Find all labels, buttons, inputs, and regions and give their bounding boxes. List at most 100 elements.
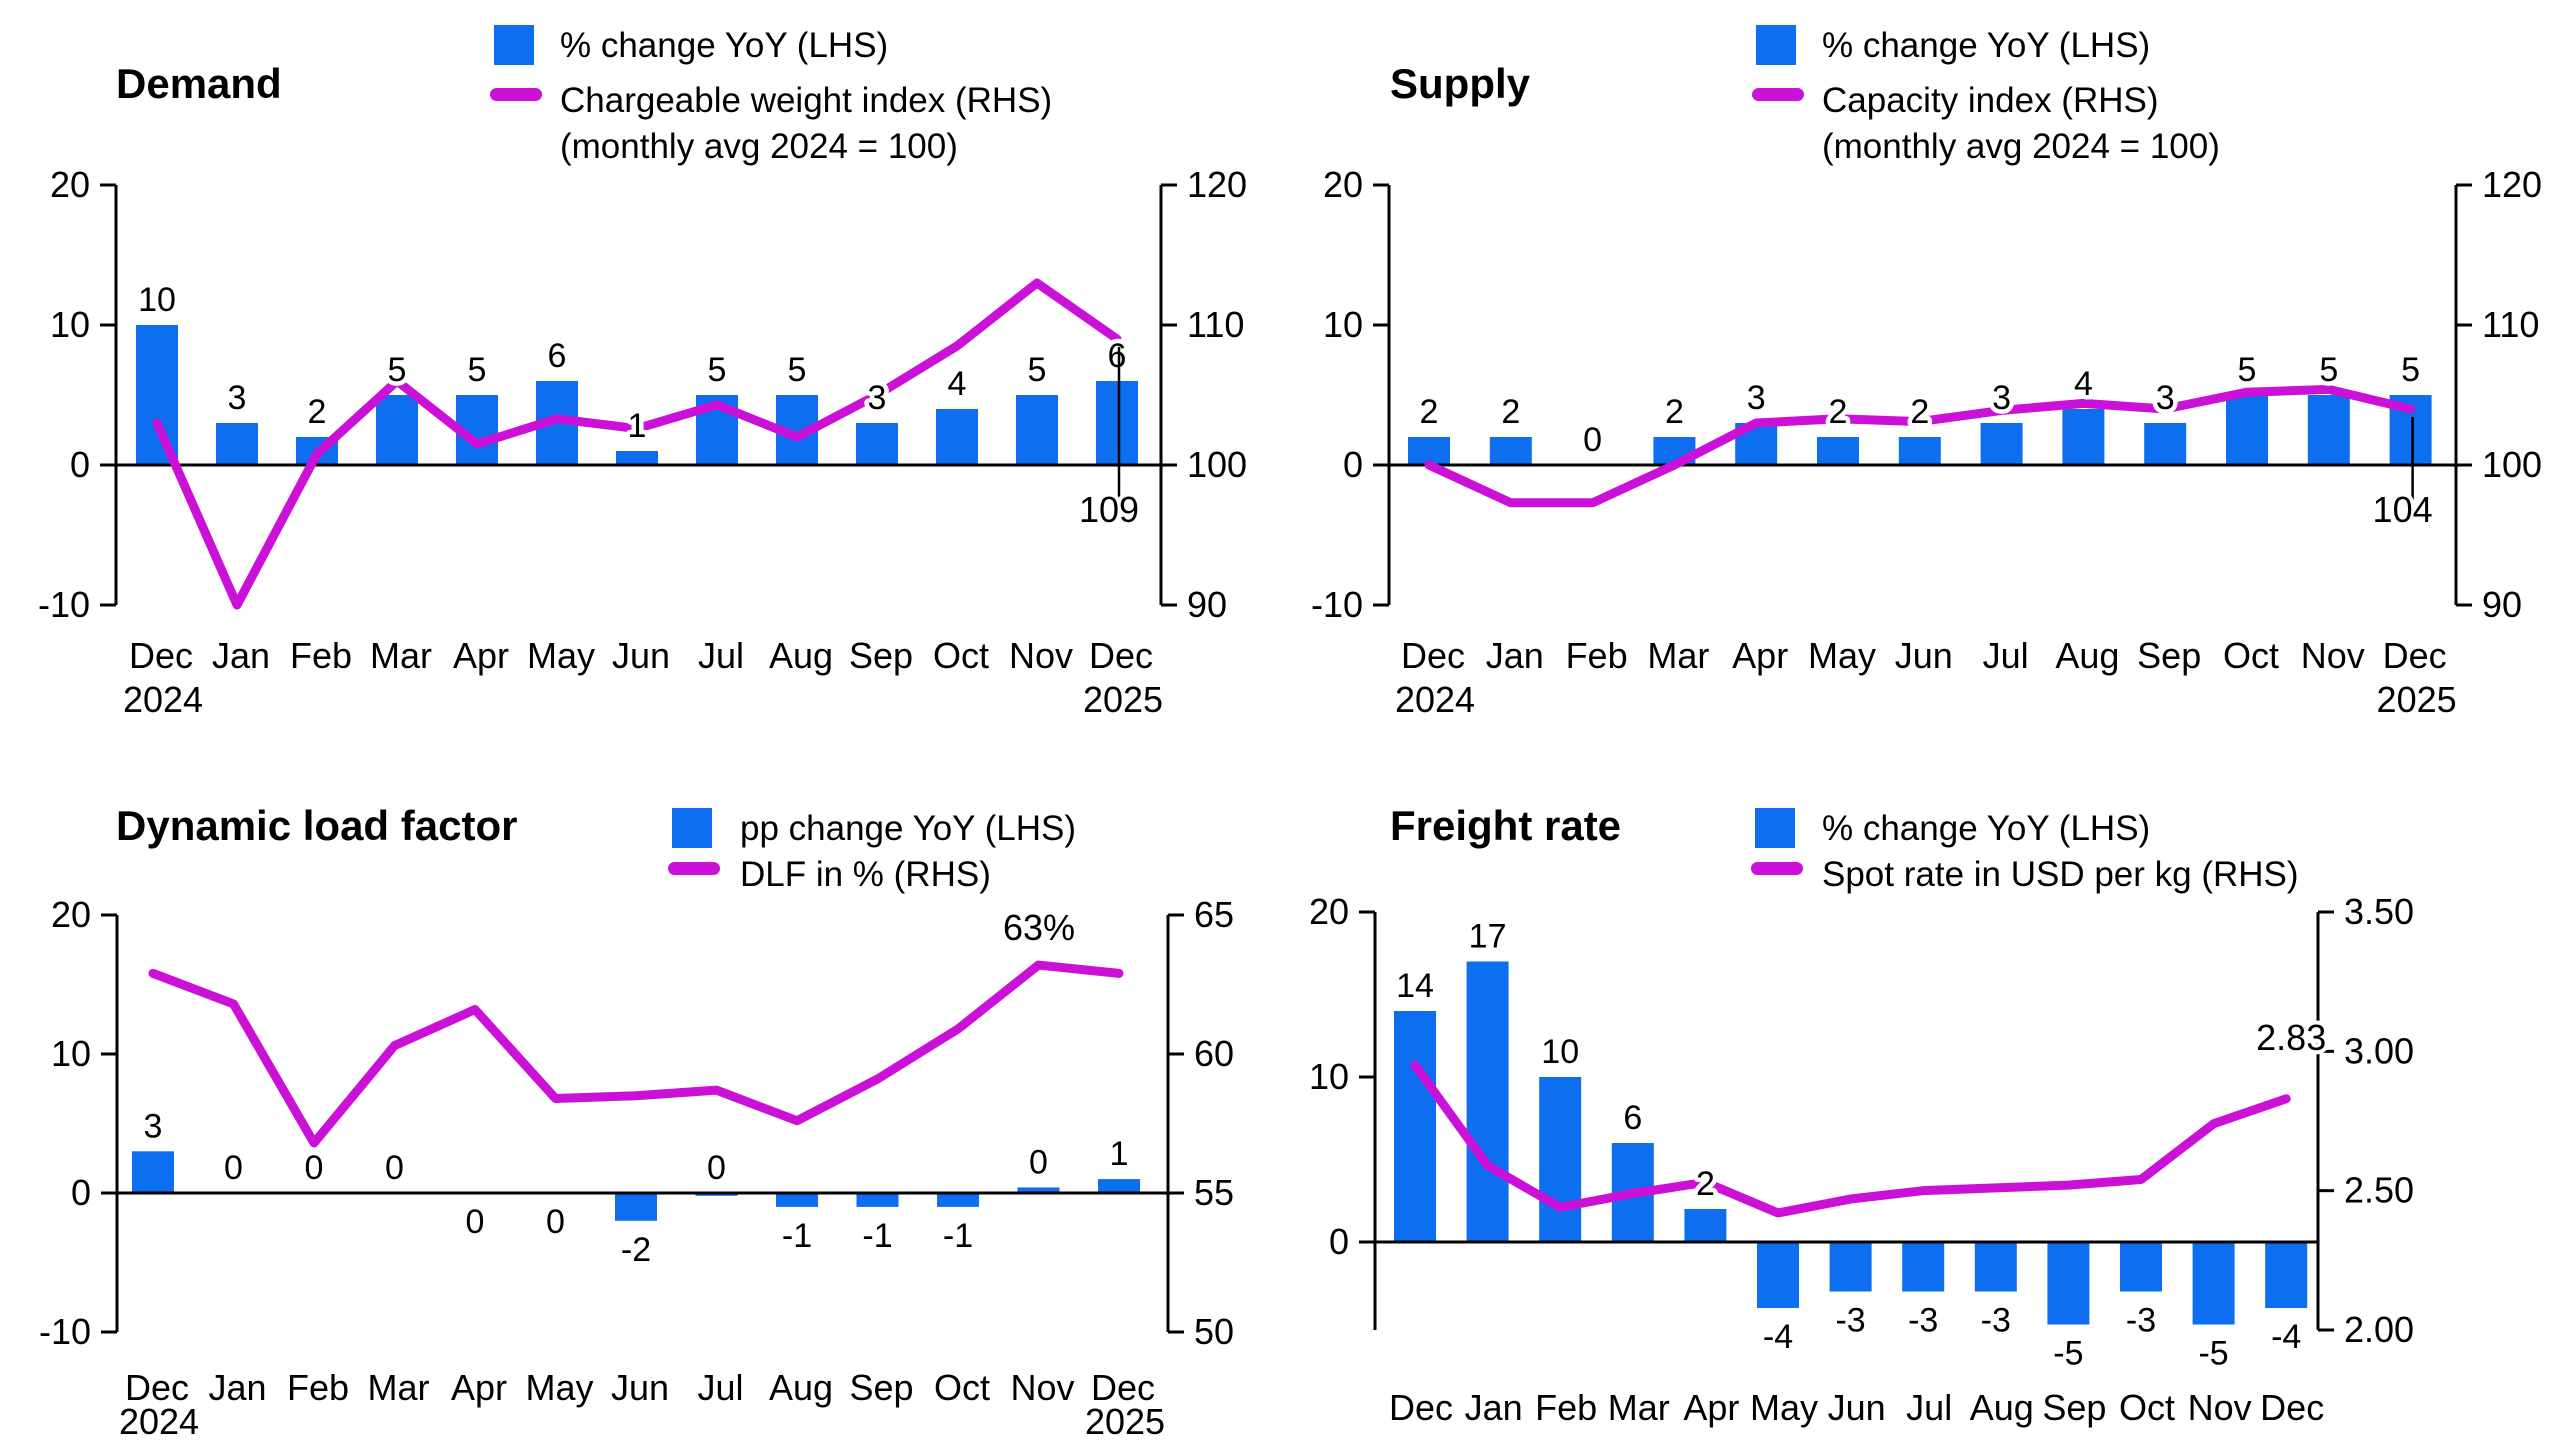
bar-label: 2 <box>1829 393 1848 431</box>
bar-label: 2 <box>308 393 327 431</box>
bar-label: 1 <box>1110 1135 1129 1173</box>
legend-line-label-2: (monthly avg 2024 = 100) <box>560 127 958 166</box>
rhs-tick-label: 110 <box>2482 304 2539 345</box>
bar-label: 0 <box>707 1149 726 1187</box>
bar-label: 10 <box>1541 1033 1579 1071</box>
line-series <box>152 278 1122 610</box>
x-label-year-end: 2025 <box>1083 679 1163 720</box>
line-series <box>1410 1060 2291 1218</box>
legend-line-swatch <box>668 862 720 875</box>
bar-dec-12 <box>2265 1242 2308 1308</box>
bar-oct-10 <box>2120 1242 2162 1292</box>
bar-label: 3 <box>868 379 887 417</box>
bar-label: 3 <box>1992 379 2011 417</box>
chart-title: Demand <box>116 60 282 107</box>
x-label-month: Aug <box>1970 1387 2034 1428</box>
x-label-month: Aug <box>2055 635 2119 676</box>
x-label-month: Nov <box>1010 1367 1074 1408</box>
bar-jun-6 <box>1898 437 1941 465</box>
rhs-tick-label: 50 <box>1194 1311 1234 1352</box>
bar-jun-6 <box>615 1193 657 1221</box>
rhs-tick-label: 90 <box>1187 584 1227 625</box>
chart-title: Dynamic load factor <box>116 802 517 849</box>
bar-label: 4 <box>2074 365 2093 403</box>
x-label-month: Oct <box>2223 635 2279 676</box>
callout-label: 63% <box>1003 907 1075 948</box>
legend-bar-label: pp change YoY (LHS) <box>740 809 1076 848</box>
bar-label: -4 <box>2271 1318 2301 1356</box>
lhs-tick-label: -10 <box>1311 584 1363 625</box>
rhs-tick-label: 2.50 <box>2344 1170 2414 1211</box>
lhs-tick-label: 10 <box>1323 304 1363 345</box>
bar-feb-2 <box>1539 1077 1582 1242</box>
x-label-month: May <box>527 635 595 676</box>
bar-label: -4 <box>1763 1318 1793 1356</box>
bar-label: -5 <box>2053 1335 2083 1373</box>
x-label-month: Dec <box>1401 635 1465 676</box>
x-label-month: Oct <box>933 635 989 676</box>
bar-label: 4 <box>948 365 967 403</box>
bar-sep-9 <box>856 423 898 465</box>
bar-label: 0 <box>305 1149 324 1187</box>
bar-label: -1 <box>782 1217 812 1255</box>
bar-label: 5 <box>708 351 727 389</box>
bar-label: 14 <box>1396 967 1434 1005</box>
x-label-month: Nov <box>1009 635 1073 676</box>
x-label-month: Jan <box>1465 1387 1523 1428</box>
x-label-month: Oct <box>2119 1387 2175 1428</box>
bar-label: 1 <box>628 407 647 445</box>
bar-label: 5 <box>388 351 407 389</box>
x-label-year-start: 2024 <box>1395 679 1475 720</box>
x-label-month: Jul <box>698 635 744 676</box>
bar-label: 2 <box>1696 1165 1715 1203</box>
x-label-year-start: 2024 <box>123 679 203 720</box>
x-label-month: Sep <box>2137 635 2201 676</box>
x-label-month: Mar <box>1647 635 1709 676</box>
rhs-tick-label: 65 <box>1194 894 1234 935</box>
x-label-month: Jul <box>1906 1387 1952 1428</box>
legend-line-label: Chargeable weight index (RHS) <box>560 81 1052 120</box>
x-label-month: Feb <box>290 635 352 676</box>
x-label-month: Aug <box>769 1367 833 1408</box>
bar-label: 3 <box>144 1107 163 1145</box>
x-label-year-end: 2025 <box>2377 679 2457 720</box>
bar-aug-8 <box>2062 409 2105 465</box>
bar-sep-9 <box>2144 423 2187 465</box>
bar-label: 5 <box>2319 351 2338 389</box>
bar-label: -3 <box>1835 1302 1865 1340</box>
bar-jan-1 <box>216 423 258 465</box>
bar-label: 6 <box>548 337 567 375</box>
lhs-tick-label: 0 <box>71 1172 91 1213</box>
legend-line-label: Spot rate in USD per kg (RHS) <box>1822 855 2299 894</box>
x-label-month: Jan <box>1486 635 1544 676</box>
line-series <box>148 960 1124 1148</box>
x-label-month: Dec <box>1389 1387 1453 1428</box>
bar-label: 3 <box>228 379 247 417</box>
bar-may-5 <box>1757 1242 1799 1308</box>
bar-jun-6 <box>616 451 658 465</box>
x-label-month: Jan <box>212 635 270 676</box>
bar-oct-10 <box>936 409 978 465</box>
x-label-month: Dec <box>2383 635 2447 676</box>
bar-jan-1 <box>1466 961 1509 1242</box>
bar-label: -5 <box>2198 1335 2228 1373</box>
bar-may-5 <box>1817 437 1859 465</box>
x-label-month: Dec <box>129 635 193 676</box>
bar-sep-9 <box>2047 1242 2090 1325</box>
bar-dec-12 <box>1096 381 1138 465</box>
lhs-tick-label: 20 <box>1323 164 1363 205</box>
bar-dec-12 <box>1098 1179 1140 1193</box>
bar-label: 5 <box>1028 351 1047 389</box>
bar-label: 5 <box>2238 351 2257 389</box>
x-label-month: Sep <box>2042 1387 2106 1428</box>
x-label-month: Jun <box>612 635 670 676</box>
rhs-tick-label: 55 <box>1194 1172 1234 1213</box>
bar-label: 5 <box>788 351 807 389</box>
legend-bar-swatch <box>494 25 534 65</box>
bar-label: 0 <box>466 1203 485 1241</box>
x-label-month: Dec <box>125 1367 189 1408</box>
bar-dec-0 <box>136 325 178 465</box>
